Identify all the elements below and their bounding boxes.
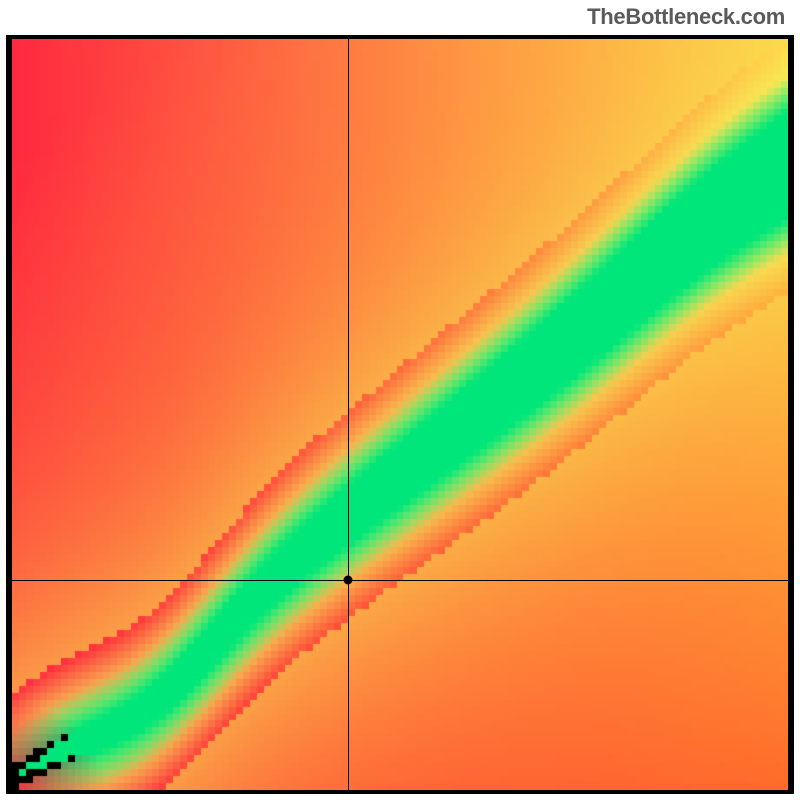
- heatmap-frame: [6, 35, 794, 794]
- crosshair-horizontal: [12, 580, 788, 581]
- attribution-text: TheBottleneck.com: [587, 4, 785, 30]
- crosshair-vertical: [348, 39, 349, 790]
- crosshair-marker: [344, 575, 353, 584]
- page-root: TheBottleneck.com: [0, 0, 800, 800]
- heatmap-canvas: [12, 39, 788, 790]
